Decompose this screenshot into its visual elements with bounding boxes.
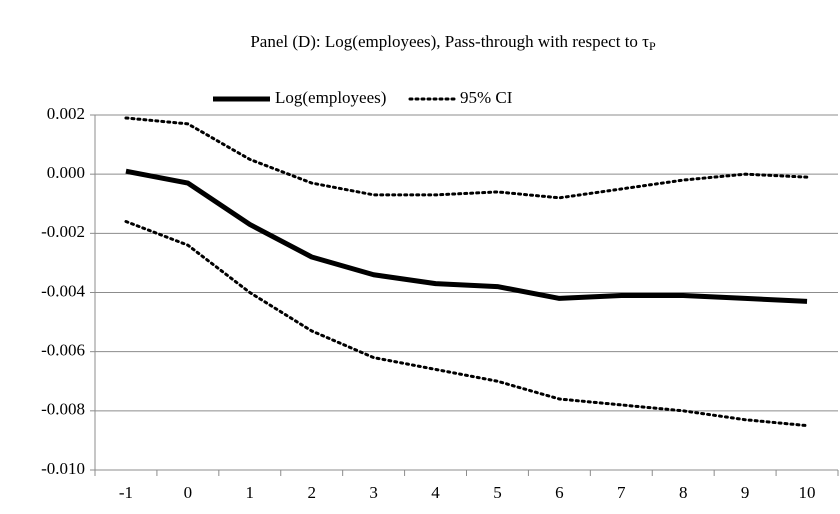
x-tick-label: 2: [307, 483, 316, 502]
title-subscript: P: [649, 39, 656, 53]
x-tick-label: 5: [493, 483, 502, 502]
y-tick-label: 0.000: [47, 163, 85, 182]
ci-line: [124, 116, 809, 200]
x-tick-label: 6: [555, 483, 564, 502]
legend-label: Log(employees): [275, 88, 386, 107]
x-tick-label: -1: [119, 483, 133, 502]
y-tick-label: -0.008: [41, 400, 85, 419]
x-tick-label: 8: [679, 483, 688, 502]
x-tick-label: 0: [184, 483, 193, 502]
y-tick-label: -0.004: [41, 281, 85, 300]
legend-label: 95% CI: [460, 88, 513, 107]
chart-title: Panel (D): Log(employees), Pass-through …: [250, 32, 656, 53]
x-tick-label: 4: [431, 483, 440, 502]
x-tick-label: 3: [369, 483, 378, 502]
y-tick-label: -0.010: [41, 459, 85, 478]
series-line: [125, 168, 808, 304]
x-tick-label: 1: [246, 483, 255, 502]
y-tick-label: 0.002: [47, 104, 85, 123]
y-tick-label: -0.002: [41, 222, 85, 241]
title-main: Panel (D): Log(employees), Pass-through …: [250, 32, 649, 51]
x-tick-label: 10: [799, 483, 816, 502]
x-tick-label: 9: [741, 483, 750, 502]
ci-line: [124, 220, 809, 428]
x-tick-label: 7: [617, 483, 626, 502]
y-tick-label: -0.006: [41, 341, 85, 360]
